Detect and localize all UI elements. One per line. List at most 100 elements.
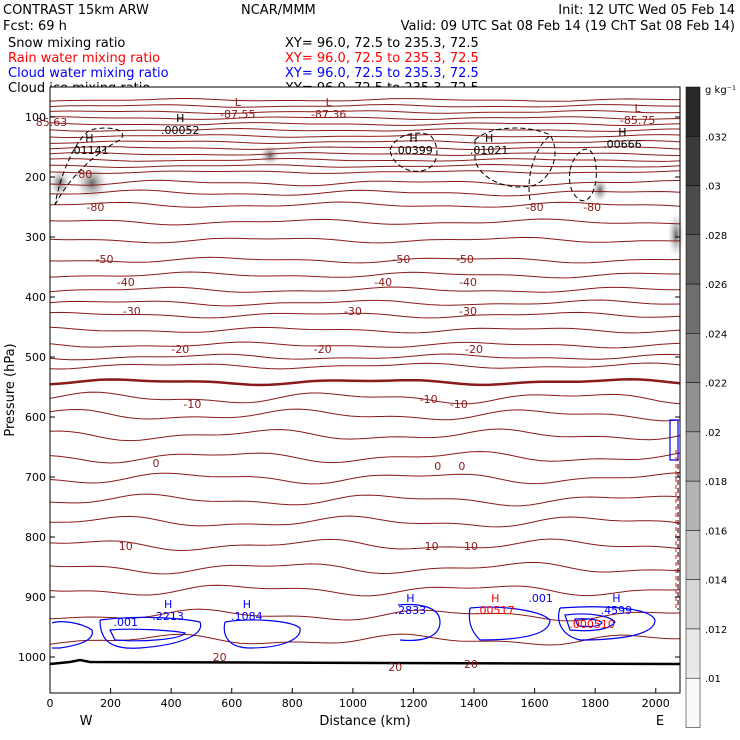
colorbar-tick-label: .03: [705, 182, 721, 193]
temperature-contour-line: [49, 391, 681, 405]
temperature-label: -50: [96, 253, 114, 266]
temperature-contour-line: [49, 103, 680, 108]
temperature-contour-line: [49, 218, 681, 226]
temperature-label: -80: [583, 201, 601, 214]
temperature-contour-line: [49, 151, 681, 156]
temperature-contours: [49, 98, 681, 666]
temperature-contour-line: [49, 157, 681, 162]
extremum-value: .4599: [601, 604, 633, 617]
temperature-contour-line: [49, 127, 680, 132]
temperature-label: -40: [117, 276, 135, 289]
cloud-water-contour: [468, 606, 551, 641]
colorbar-tick-label: .022: [705, 379, 727, 390]
colorbar-tick-label: .02: [705, 428, 721, 439]
cloud-water-contour: [99, 616, 202, 649]
legend-field-name: Snow mixing ratio: [8, 36, 125, 51]
temperature-contour-line: [49, 271, 680, 279]
extremum-value: .00666: [603, 138, 642, 151]
plot-background: [50, 87, 680, 693]
y-tick-label: 1000: [18, 651, 46, 664]
temperature-label: 0: [153, 457, 160, 470]
temperature-contour-line: [49, 362, 681, 370]
extremum-marker: H: [176, 112, 184, 125]
cloud-water-contour: [669, 419, 679, 461]
y-tick-label: 200: [25, 171, 46, 184]
y-axis-title: Pressure (hPa): [3, 343, 18, 436]
temperature-contour-line: [49, 538, 681, 552]
legend-field-xy: XY= 96.0, 72.5 to 235.3, 72.5: [285, 51, 479, 66]
colorbar-tick-label: .026: [705, 280, 727, 291]
cloud-water-contour: [109, 628, 187, 642]
temperature-contour-line: [49, 122, 681, 126]
temperature-label: 0: [434, 460, 441, 473]
colorbar-cell: [685, 628, 701, 679]
organization-label: NCAR/MMM: [241, 3, 316, 18]
east-label: E: [656, 714, 664, 729]
temperature-label: -50: [456, 253, 474, 266]
colorbar-tick-label: .014: [705, 576, 727, 587]
temperature-label: -20: [465, 343, 483, 356]
temperature-contour-line: [49, 179, 681, 187]
extremum-marker: H: [485, 132, 493, 145]
colorbar-cell: [685, 579, 701, 630]
cloud-ice-contour: [474, 127, 556, 188]
temperature-label: -80: [86, 201, 104, 214]
cloud-ice-contour: [54, 127, 123, 206]
x-tick-label: 200: [100, 697, 121, 710]
x-axis-title: Distance (km): [319, 714, 410, 729]
extremum-value: .2213: [152, 610, 184, 623]
extremum-value: .01141: [70, 144, 109, 157]
temperature-contour-line: [49, 515, 681, 528]
colorbar-cell: [685, 530, 701, 580]
extremum-value: -87.36: [311, 108, 346, 121]
x-tick-label: 0: [47, 697, 54, 710]
temperature-label: -10: [450, 398, 468, 411]
temperature-contour-line: [49, 450, 681, 464]
colorbar-cell: [685, 234, 701, 285]
plot-frame: [49, 86, 681, 694]
snow-blob: [76, 165, 108, 201]
extremum-value: .000510: [569, 618, 615, 631]
extremum-marker: H: [618, 126, 626, 139]
extremum-marker: H: [491, 592, 499, 605]
cloud-water-contour: [564, 613, 616, 632]
y-tick-label: 900: [25, 591, 46, 604]
colorbar-tick-label: .024: [705, 329, 727, 340]
colorbar-tick-label: .012: [705, 625, 727, 636]
x-tick-label: 1600: [521, 697, 549, 710]
colorbar-cell: [685, 677, 701, 728]
extremum-value: 85.63: [36, 116, 68, 129]
temperature-contour-line: [49, 341, 681, 349]
x-tick-label: 1800: [581, 697, 609, 710]
cloud-ice-contour: [528, 134, 553, 201]
temperature-label: -30: [344, 305, 362, 318]
temperature-contour-line: [49, 561, 681, 575]
colorbar-tick-label: .018: [705, 477, 727, 488]
cloud-ice-contours: [54, 127, 679, 610]
temperature-label: 10: [119, 540, 133, 553]
cloud-water-contour: [574, 618, 603, 628]
temperature-contour-line: [49, 170, 681, 174]
temperature-contour-line: [49, 299, 681, 307]
temperature-contour-line: [49, 236, 680, 244]
y-tick-label: 800: [25, 531, 46, 544]
temperature-label: -30: [123, 305, 141, 318]
cloud-water-contour: [51, 621, 93, 649]
init-time: Init: 12 UTC Wed 05 Feb 14: [558, 3, 735, 18]
legend-field-xy: XY= 96.0, 72.5 to 235.3, 72.5: [285, 36, 479, 51]
colorbar: .032 .03 .028 .026 .024 .022 .02 .018 .016 .014 .0…: [685, 86, 727, 728]
extremum-marker: H: [243, 598, 251, 611]
snow-blob: [668, 213, 684, 257]
temperature-label: -80: [74, 168, 92, 181]
extremum-value: -85.75: [620, 114, 655, 127]
temperature-contour-line: [49, 256, 681, 264]
extremum-marker: H: [612, 592, 620, 605]
x-tick-label: 1000: [339, 697, 367, 710]
temperature-contour-line: [49, 146, 681, 150]
temperature-contour-line: [49, 98, 680, 102]
legend-field-name: Rain water mixing ratio: [8, 51, 160, 66]
colorbar-cell: [685, 86, 701, 137]
temperature-contour-line: [49, 139, 681, 145]
